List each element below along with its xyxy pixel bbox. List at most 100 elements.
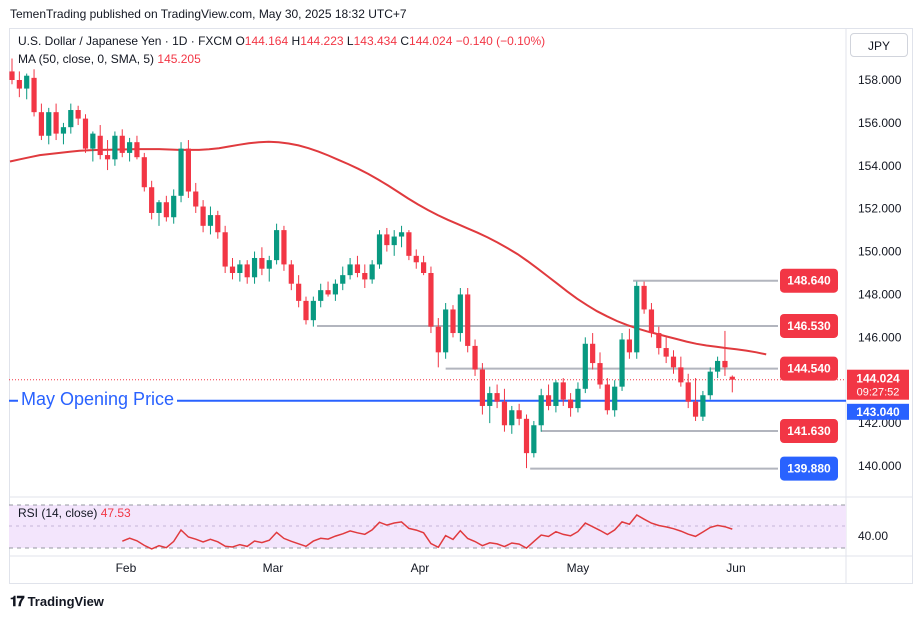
candle-body (354, 264, 361, 273)
candle-body (325, 290, 331, 295)
candle-body (9, 71, 15, 80)
candle-body (141, 157, 147, 188)
candle-body (692, 401, 699, 417)
candle-body (75, 110, 81, 119)
candle-body (185, 148, 191, 192)
price-tick-label: 156.000 (858, 116, 902, 130)
time-tick-label: Mar (263, 561, 284, 575)
candle-body (90, 133, 96, 149)
time-tick-label: Jun (726, 561, 745, 575)
published-header: TemenTrading published on TradingView.co… (0, 0, 923, 28)
candle-body (222, 232, 228, 267)
candle-body (376, 234, 383, 265)
candle-body (288, 264, 294, 284)
candle-body (545, 395, 552, 406)
candle-body (634, 285, 640, 353)
candle-body (97, 135, 103, 156)
rsi-value: 47.53 (100, 506, 131, 520)
opening-price-value: 143.040 (856, 405, 900, 419)
high-value: 144.223 (300, 34, 344, 48)
time-tick-label: Feb (116, 561, 137, 575)
price-tick-label: 154.000 (858, 159, 902, 173)
price-tick-label: 148.000 (858, 287, 902, 301)
candle-body (685, 382, 691, 402)
candle-body (626, 339, 632, 353)
rsi-legend: RSI (14, close) 47.53 (18, 506, 131, 520)
candle-body (266, 260, 272, 269)
chart-frame (9, 28, 913, 584)
ma-legend: MA (50, close, 0, SMA, 5) 145.205 (18, 52, 201, 66)
candle-body (229, 266, 236, 273)
rsi-axis-label: 40.00 (858, 529, 888, 543)
level-badge (780, 456, 838, 481)
ma-value: 145.205 (157, 52, 201, 66)
open-label: O (235, 34, 245, 48)
candle-body (369, 264, 375, 280)
candle-body (722, 360, 728, 368)
countdown-timer: 09:27:52 (857, 387, 900, 399)
candle-body (472, 345, 478, 370)
change-value: −0.140 (−0.10%) (455, 34, 546, 48)
candle-body (538, 395, 544, 426)
candle-body (575, 388, 581, 409)
current-price-value: 144.024 (856, 372, 900, 386)
candle-body (296, 283, 302, 301)
level-badge-label: 139.880 (787, 462, 831, 476)
candle-body (53, 112, 59, 134)
candle-body (281, 230, 287, 265)
candle-body (200, 206, 206, 226)
candle-body (82, 118, 89, 149)
candle-body (134, 142, 140, 158)
candle-body (443, 309, 449, 353)
candle-body (149, 187, 155, 213)
candle-body (670, 356, 677, 368)
candle-body (553, 382, 559, 406)
candle-body (678, 367, 684, 383)
candle-body (700, 395, 706, 417)
candle-body (516, 410, 522, 419)
candle-body (127, 142, 133, 153)
rsi-line (122, 514, 733, 550)
tradingview-footer[interactable]: 𝟏𝟕 TradingView (10, 590, 104, 612)
candle-body (119, 135, 125, 153)
candle-body (509, 410, 515, 426)
candle-body (465, 294, 471, 346)
candle-body (729, 376, 735, 380)
candle-body (479, 369, 485, 406)
current-price-tag (847, 369, 909, 400)
price-tick-label: 152.000 (858, 202, 902, 216)
level-badge-label: 148.640 (787, 274, 831, 288)
candle-body (207, 215, 214, 226)
level-badge (780, 268, 838, 293)
candle-body (31, 77, 37, 113)
candle-body (60, 127, 67, 134)
candle-body (340, 275, 346, 284)
open-value: 144.164 (244, 34, 289, 48)
time-tick-label: Apr (411, 561, 430, 575)
candle-body (398, 232, 405, 237)
candle-body (237, 264, 243, 273)
candle-body (303, 300, 309, 321)
candle-body (619, 339, 625, 387)
close-value: 144.024 (409, 34, 453, 48)
candle-body (487, 393, 493, 406)
currency-selector[interactable]: JPY (850, 33, 908, 57)
time-tick-label: May (567, 561, 590, 575)
candle-body (435, 326, 441, 353)
candle-body (318, 290, 324, 301)
level-badge-label: 141.630 (787, 424, 831, 438)
candle-body (648, 309, 655, 334)
candle-body (523, 418, 530, 454)
low-label: L (346, 34, 354, 48)
candle-body (663, 348, 669, 357)
candle-body (391, 236, 397, 246)
candle-body (251, 257, 258, 278)
candle-body (163, 202, 169, 218)
level-badge-label: 144.540 (787, 362, 831, 376)
candle-body (193, 191, 199, 207)
candle-body (112, 135, 118, 160)
level-badge-label: 146.530 (787, 319, 831, 333)
price-tick-label: 146.000 (858, 330, 902, 344)
candle-body (641, 285, 647, 310)
